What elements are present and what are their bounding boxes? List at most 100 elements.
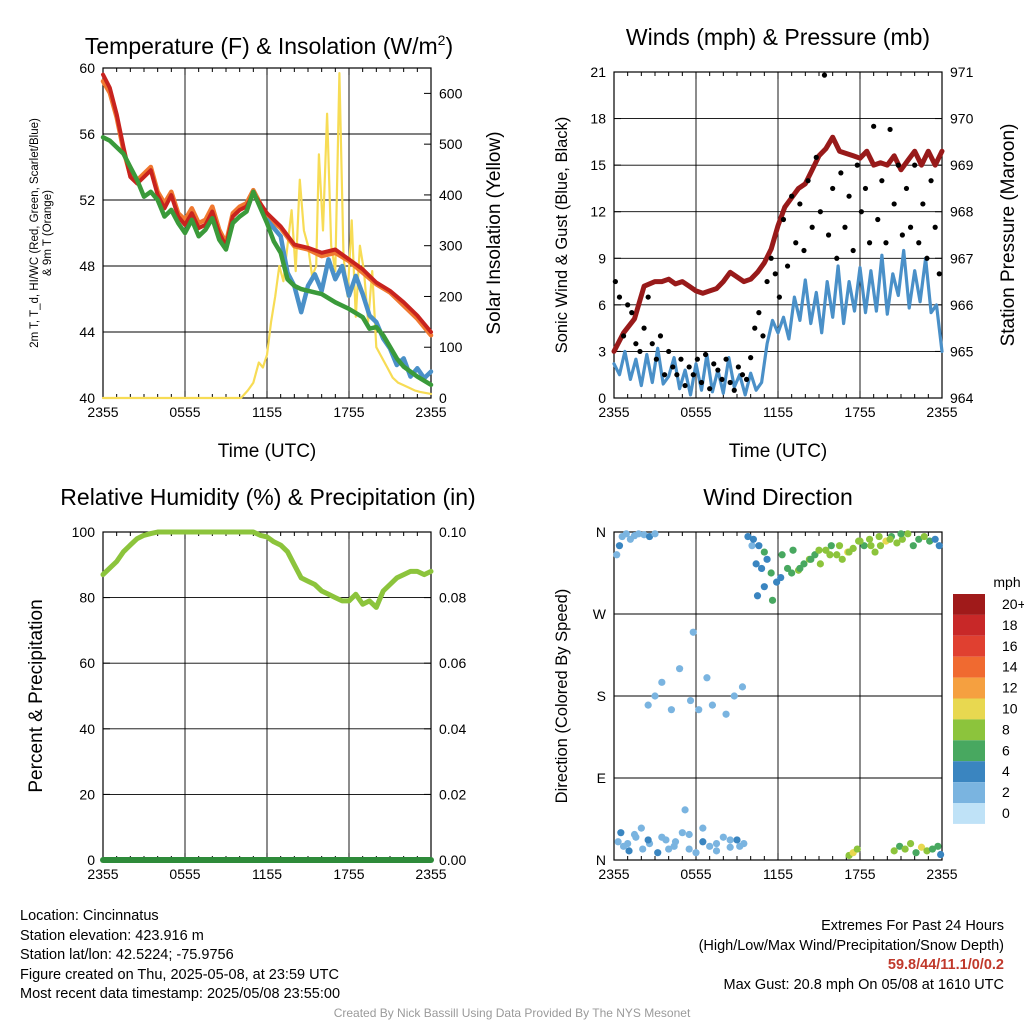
gust-point: [620, 333, 627, 339]
gust-point: [633, 341, 639, 347]
extremes-subtitle: (High/Low/Max Wind/Precipitation/Snow De…: [698, 937, 1004, 954]
direction-point: [904, 530, 912, 538]
direction-point: [613, 551, 621, 559]
x-tick-label: 1755: [333, 866, 364, 882]
y-right-tick-label: 0.00: [439, 852, 466, 868]
y-left-tick-label: S: [597, 688, 606, 704]
direction-point: [871, 548, 879, 556]
y-left-tick-label: E: [597, 770, 606, 786]
legend-label: 14: [1002, 659, 1018, 675]
gust-point: [743, 376, 750, 382]
legend-swatch: [953, 719, 985, 741]
y-left-tick-label: 40: [79, 721, 95, 737]
direction-point: [651, 530, 659, 538]
y-axis-label-left: Direction (Colored By Speed): [553, 589, 571, 804]
direction-point: [695, 706, 703, 714]
gust-point: [912, 162, 918, 168]
gust-point: [772, 271, 778, 277]
y-axis-label-left: Sonic Wind & Gust (Blue, Black): [553, 117, 571, 354]
gust-point: [825, 232, 832, 238]
chart-title: Temperature (F) & Insolation (W/m2): [85, 32, 453, 59]
y-left-tick-label: W: [593, 606, 607, 622]
gust-point: [854, 162, 860, 168]
direction-point: [685, 830, 693, 839]
direction-point: [719, 833, 727, 841]
direction-point: [915, 535, 923, 543]
direction-point: [906, 840, 915, 848]
direction-point: [699, 824, 707, 832]
direction-point: [901, 845, 909, 853]
legend-swatch: [953, 614, 985, 636]
x-tick-label: 2355: [598, 404, 629, 420]
gust-point: [842, 224, 848, 230]
x-tick-label: 2355: [87, 866, 118, 882]
direction-point: [752, 560, 760, 568]
direction-point: [917, 843, 926, 851]
direction-point: [856, 537, 864, 545]
direction-point: [630, 830, 639, 839]
direction-point: [875, 532, 883, 541]
gust-point: [637, 348, 643, 355]
gust-point: [719, 376, 725, 382]
gust-point: [813, 154, 819, 160]
direction-point: [926, 537, 934, 545]
direction-point: [867, 542, 875, 550]
direction-point: [920, 532, 928, 541]
legend-label: 4: [1002, 763, 1010, 779]
legend-label: 8: [1002, 721, 1010, 737]
x-tick-label: 0555: [680, 866, 711, 882]
direction-point: [658, 678, 666, 686]
legend-label: 10: [1002, 701, 1018, 717]
direction-point: [788, 569, 796, 577]
direction-point: [760, 583, 768, 591]
y-left-tick-label: 100: [72, 524, 96, 540]
y-axis-label-left: Percent & Precipitation: [26, 599, 47, 792]
legend-swatch: [953, 761, 985, 783]
x-tick-label: 2355: [415, 866, 446, 882]
gust-point: [616, 294, 623, 300]
x-tick-label: 0555: [169, 404, 200, 420]
legend-swatch: [953, 698, 985, 720]
series-line-dewpoint: [100, 135, 434, 388]
direction-point: [923, 847, 931, 855]
direction-point: [934, 842, 942, 850]
direction-point: [667, 706, 676, 714]
gust-point: [879, 178, 885, 184]
legend-swatch: [953, 635, 985, 657]
direction-point: [896, 842, 904, 850]
y-left-tick-label: 0: [598, 390, 606, 406]
direction-point: [624, 840, 632, 848]
gust-point: [723, 356, 729, 362]
y-left-tick-label: 18: [590, 111, 606, 127]
x-tick-label: 1755: [844, 404, 875, 420]
direction-point: [768, 596, 777, 604]
gust-point: [805, 178, 811, 184]
direction-point: [678, 829, 686, 837]
y-axis-label-left: 2m T, T_d, HI/WC (Red, Green, Scarlet/Bl…: [29, 118, 41, 348]
gust-point: [875, 216, 881, 223]
gust-point: [649, 341, 655, 347]
gust-point: [682, 382, 688, 389]
gust-point: [887, 126, 893, 133]
gust-point: [830, 185, 836, 192]
x-tick-label: 2355: [926, 404, 957, 420]
y-left-tick-label: 60: [79, 60, 95, 76]
direction-point: [622, 530, 630, 538]
direction-point: [651, 692, 659, 700]
gust-point: [661, 372, 668, 378]
direction-point: [886, 535, 894, 543]
gust-point: [780, 216, 787, 223]
gust-point: [928, 178, 934, 184]
gust-point: [850, 247, 856, 254]
direction-point: [681, 806, 689, 814]
direction-point: [645, 532, 654, 541]
x-tick-label: 1755: [844, 866, 875, 882]
x-axis-label: Time (UTC): [218, 441, 317, 462]
extremes-title: Extremes For Past 24 Hours: [821, 918, 1004, 934]
y-left-tick-label: N: [596, 852, 606, 868]
y-right-tick-label: 969: [950, 157, 974, 173]
y-right-tick-label: 0.06: [439, 655, 466, 671]
y-right-tick-label: 966: [950, 297, 974, 313]
gust-point: [711, 361, 717, 367]
y-left-tick-label: 3: [598, 343, 606, 359]
